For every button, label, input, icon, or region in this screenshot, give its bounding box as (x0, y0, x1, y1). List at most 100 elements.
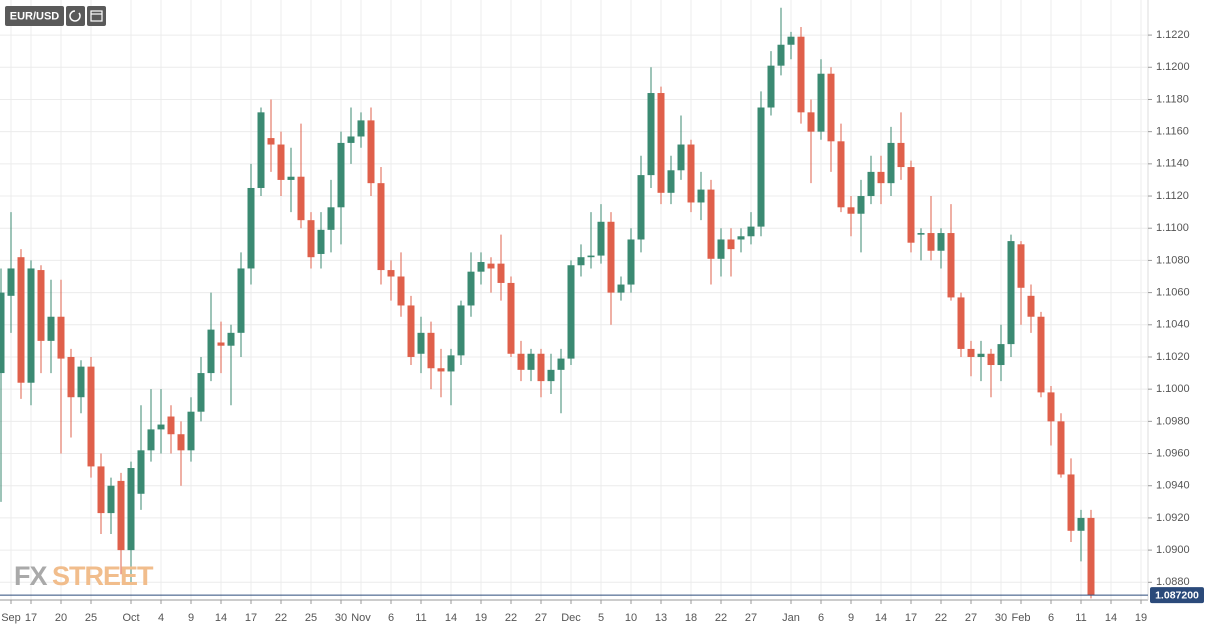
candle-body (577, 257, 585, 266)
candle-body (0, 292, 5, 374)
x-tick-label: 5 (598, 612, 604, 624)
x-tick-label: 9 (848, 612, 854, 624)
candle-body (1007, 241, 1015, 345)
x-tick-label: 13 (655, 612, 667, 624)
candle-body (567, 265, 575, 359)
calendar-button[interactable] (87, 6, 106, 26)
candle-body (827, 73, 835, 142)
candle-body (777, 44, 785, 66)
x-tick-label: 17 (245, 612, 257, 624)
refresh-button[interactable] (66, 6, 85, 26)
candle-body (1067, 474, 1075, 531)
x-tick-label: 11 (415, 612, 426, 624)
candle-body (287, 176, 295, 180)
x-tick-label: 18 (685, 612, 697, 624)
candle-body (517, 353, 525, 370)
candle-body (607, 221, 615, 293)
x-tick-label: 19 (475, 612, 487, 624)
candle-body (7, 268, 15, 296)
x-tick-label: 22 (275, 612, 287, 624)
candle-body (157, 424, 165, 430)
candle-body (307, 220, 315, 258)
y-tick-label: 1.1040 (1156, 319, 1190, 331)
candle-body (447, 355, 455, 372)
candle-body (317, 229, 325, 254)
candle-body (917, 233, 925, 235)
candle-body (387, 270, 395, 277)
candle-body (107, 485, 115, 514)
candle-body (477, 262, 485, 272)
x-tick-label: 27 (745, 612, 757, 624)
candle-body (497, 263, 505, 283)
candle-body (167, 416, 175, 435)
candle-body (707, 189, 715, 259)
candle-body (1017, 244, 1025, 288)
candle-body (527, 353, 535, 370)
candle-body (767, 65, 775, 108)
candle-body (377, 183, 385, 271)
candle-body (367, 120, 375, 184)
x-tick-label: 10 (625, 612, 637, 624)
x-tick-label: 4 (158, 612, 164, 624)
x-tick-label: 27 (965, 612, 977, 624)
y-tick-label: 1.1200 (1156, 61, 1190, 73)
candle-body (347, 136, 355, 143)
candle-body (877, 171, 885, 184)
candle-body (747, 226, 755, 237)
candle-body (297, 176, 305, 221)
x-tick-label: 14 (1105, 612, 1117, 624)
candle-body (787, 36, 795, 45)
candle-body (927, 233, 935, 251)
candle-body (557, 358, 565, 370)
candle-body (1057, 421, 1065, 475)
symbol-button[interactable] (5, 6, 64, 26)
candle-body (967, 348, 975, 357)
y-tick-label: 1.0980 (1156, 415, 1190, 427)
candle-body (37, 270, 45, 341)
x-tick-label: 17 (25, 612, 37, 624)
candle-body (937, 233, 945, 251)
last-price-label: 1.087200 (1155, 589, 1199, 601)
candle-body (867, 171, 875, 197)
candle-body (1037, 316, 1045, 393)
x-tick-label: 27 (535, 612, 547, 624)
y-tick-label: 1.1180 (1156, 93, 1189, 105)
candle-body (487, 263, 495, 269)
candle-body (957, 297, 965, 349)
last-price-box (1150, 587, 1204, 604)
x-tick-label: 22 (715, 612, 727, 624)
y-tick-label: 1.1000 (1156, 383, 1190, 395)
x-tick-label: Dec (561, 612, 581, 624)
candle-body (637, 175, 645, 240)
y-tick-label: 1.0900 (1156, 544, 1190, 556)
candle-body (677, 144, 685, 171)
candle-body (457, 305, 465, 356)
candle-body (907, 167, 915, 243)
x-tick-label: 30 (335, 612, 347, 624)
candle-body (997, 344, 1005, 366)
x-tick-label: Nov (351, 612, 371, 624)
candle-body (977, 353, 985, 357)
x-tick-label: Oct (122, 612, 139, 624)
candle-body (117, 480, 125, 551)
x-tick-label: 6 (1048, 612, 1054, 624)
x-tick-label: 22 (505, 612, 517, 624)
candle-body (137, 450, 145, 494)
candle-body (237, 268, 245, 333)
x-tick-label: 6 (388, 612, 394, 624)
candle-body (727, 239, 735, 250)
candle-body (1027, 295, 1035, 317)
x-tick-label: 14 (215, 612, 227, 624)
x-tick-label: 6 (818, 612, 824, 624)
candle-body (647, 93, 655, 176)
candle-body (547, 369, 555, 382)
candle-body (337, 142, 345, 208)
candle-body (267, 138, 275, 145)
y-tick-label: 1.0940 (1156, 480, 1190, 492)
x-tick-label: 25 (85, 612, 97, 624)
x-tick-label: 19 (1135, 612, 1147, 624)
candle-body (737, 236, 745, 240)
x-tick-label: 22 (935, 612, 947, 624)
candle-body (597, 221, 605, 256)
